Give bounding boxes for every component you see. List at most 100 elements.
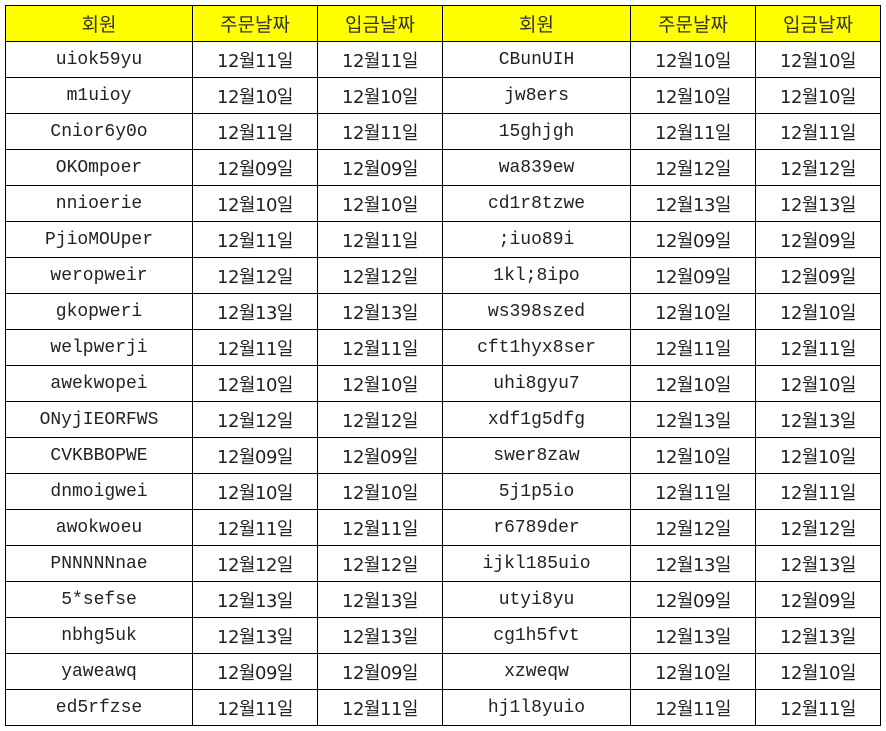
cell-order-date[interactable]: 12월10일 bbox=[630, 41, 756, 78]
cell-deposit-date[interactable]: 12월13일 bbox=[317, 581, 443, 618]
cell-order-date[interactable]: 12월11일 bbox=[192, 329, 318, 366]
cell-order-date[interactable]: 12월09일 bbox=[192, 653, 318, 690]
cell-member[interactable]: ed5rfzse bbox=[5, 689, 193, 726]
cell-member[interactable]: r6789der bbox=[442, 509, 631, 546]
cell-member[interactable]: PjioMOUper bbox=[5, 221, 193, 258]
cell-order-date[interactable]: 12월09일 bbox=[192, 149, 318, 186]
cell-deposit-date[interactable]: 12월09일 bbox=[317, 653, 443, 690]
cell-order-date[interactable]: 12월13일 bbox=[192, 617, 318, 654]
cell-order-date[interactable]: 12월09일 bbox=[630, 221, 756, 258]
cell-deposit-date[interactable]: 12월10일 bbox=[317, 185, 443, 222]
cell-order-date[interactable]: 12월11일 bbox=[192, 689, 318, 726]
cell-member[interactable]: swer8zaw bbox=[442, 437, 631, 474]
cell-order-date[interactable]: 12월10일 bbox=[192, 77, 318, 114]
cell-member[interactable]: gkopweri bbox=[5, 293, 193, 330]
header-deposit-date[interactable]: 입금날짜 bbox=[317, 5, 443, 42]
cell-member[interactable]: uhi8gyu7 bbox=[442, 365, 631, 402]
cell-deposit-date[interactable]: 12월13일 bbox=[755, 617, 881, 654]
cell-order-date[interactable]: 12월12일 bbox=[192, 401, 318, 438]
cell-deposit-date[interactable]: 12월10일 bbox=[755, 653, 881, 690]
cell-deposit-date[interactable]: 12월13일 bbox=[755, 185, 881, 222]
cell-order-date[interactable]: 12월11일 bbox=[630, 329, 756, 366]
cell-order-date[interactable]: 12월11일 bbox=[192, 113, 318, 150]
cell-deposit-date[interactable]: 12월11일 bbox=[317, 689, 443, 726]
cell-order-date[interactable]: 12월10일 bbox=[192, 365, 318, 402]
cell-deposit-date[interactable]: 12월12일 bbox=[317, 257, 443, 294]
cell-order-date[interactable]: 12월11일 bbox=[630, 689, 756, 726]
cell-deposit-date[interactable]: 12월11일 bbox=[755, 113, 881, 150]
cell-member[interactable]: OKOmpoer bbox=[5, 149, 193, 186]
cell-order-date[interactable]: 12월13일 bbox=[192, 293, 318, 330]
cell-member[interactable]: welpwerji bbox=[5, 329, 193, 366]
header-deposit-date-2[interactable]: 입금날짜 bbox=[755, 5, 881, 42]
cell-member[interactable]: xdf1g5dfg bbox=[442, 401, 631, 438]
cell-member[interactable]: dnmoigwei bbox=[5, 473, 193, 510]
cell-member[interactable]: Cnior6y0o bbox=[5, 113, 193, 150]
cell-member[interactable]: weropweir bbox=[5, 257, 193, 294]
cell-deposit-date[interactable]: 12월10일 bbox=[755, 437, 881, 474]
cell-deposit-date[interactable]: 12월10일 bbox=[755, 293, 881, 330]
cell-order-date[interactable]: 12월13일 bbox=[630, 617, 756, 654]
cell-member[interactable]: m1uioy bbox=[5, 77, 193, 114]
cell-order-date[interactable]: 12월10일 bbox=[192, 473, 318, 510]
cell-order-date[interactable]: 12월11일 bbox=[192, 509, 318, 546]
cell-member[interactable]: 5*sefse bbox=[5, 581, 193, 618]
cell-member[interactable]: ONyjIEORFWS bbox=[5, 401, 193, 438]
cell-order-date[interactable]: 12월11일 bbox=[192, 221, 318, 258]
cell-member[interactable]: uiok59yu bbox=[5, 41, 193, 78]
cell-deposit-date[interactable]: 12월11일 bbox=[755, 473, 881, 510]
header-order-date[interactable]: 주문날짜 bbox=[192, 5, 318, 42]
cell-deposit-date[interactable]: 12월11일 bbox=[755, 689, 881, 726]
cell-member[interactable]: yaweawq bbox=[5, 653, 193, 690]
cell-deposit-date[interactable]: 12월10일 bbox=[755, 41, 881, 78]
cell-member[interactable]: cd1r8tzwe bbox=[442, 185, 631, 222]
cell-deposit-date[interactable]: 12월12일 bbox=[755, 509, 881, 546]
cell-order-date[interactable]: 12월10일 bbox=[630, 293, 756, 330]
cell-deposit-date[interactable]: 12월13일 bbox=[317, 293, 443, 330]
cell-member[interactable]: cft1hyx8ser bbox=[442, 329, 631, 366]
cell-member[interactable]: utyi8yu bbox=[442, 581, 631, 618]
cell-member[interactable]: nbhg5uk bbox=[5, 617, 193, 654]
cell-order-date[interactable]: 12월12일 bbox=[630, 509, 756, 546]
cell-deposit-date[interactable]: 12월13일 bbox=[755, 545, 881, 582]
cell-deposit-date[interactable]: 12월10일 bbox=[317, 473, 443, 510]
cell-order-date[interactable]: 12월11일 bbox=[630, 113, 756, 150]
cell-order-date[interactable]: 12월10일 bbox=[630, 437, 756, 474]
header-member[interactable]: 회원 bbox=[5, 5, 193, 42]
header-member-2[interactable]: 회원 bbox=[442, 5, 631, 42]
cell-member[interactable]: awokwoeu bbox=[5, 509, 193, 546]
cell-order-date[interactable]: 12월12일 bbox=[192, 257, 318, 294]
cell-deposit-date[interactable]: 12월13일 bbox=[317, 617, 443, 654]
cell-member[interactable]: 15ghjgh bbox=[442, 113, 631, 150]
cell-member[interactable]: wa839ew bbox=[442, 149, 631, 186]
cell-order-date[interactable]: 12월10일 bbox=[192, 185, 318, 222]
cell-member[interactable]: xzweqw bbox=[442, 653, 631, 690]
cell-order-date[interactable]: 12월10일 bbox=[630, 77, 756, 114]
cell-order-date[interactable]: 12월13일 bbox=[630, 185, 756, 222]
cell-order-date[interactable]: 12월13일 bbox=[192, 581, 318, 618]
cell-order-date[interactable]: 12월09일 bbox=[630, 581, 756, 618]
cell-member[interactable]: jw8ers bbox=[442, 77, 631, 114]
cell-order-date[interactable]: 12월09일 bbox=[192, 437, 318, 474]
cell-member[interactable]: awekwopei bbox=[5, 365, 193, 402]
cell-order-date[interactable]: 12월12일 bbox=[630, 149, 756, 186]
cell-deposit-date[interactable]: 12월11일 bbox=[317, 221, 443, 258]
cell-deposit-date[interactable]: 12월11일 bbox=[755, 329, 881, 366]
cell-deposit-date[interactable]: 12월10일 bbox=[755, 365, 881, 402]
cell-deposit-date[interactable]: 12월12일 bbox=[317, 545, 443, 582]
cell-member[interactable]: 5j1p5io bbox=[442, 473, 631, 510]
cell-deposit-date[interactable]: 12월12일 bbox=[317, 401, 443, 438]
cell-order-date[interactable]: 12월11일 bbox=[192, 41, 318, 78]
cell-member[interactable]: cg1h5fvt bbox=[442, 617, 631, 654]
cell-order-date[interactable]: 12월13일 bbox=[630, 401, 756, 438]
cell-member[interactable]: CBunUIH bbox=[442, 41, 631, 78]
cell-member[interactable]: PNNNNNnae bbox=[5, 545, 193, 582]
cell-order-date[interactable]: 12월10일 bbox=[630, 653, 756, 690]
cell-deposit-date[interactable]: 12월10일 bbox=[755, 77, 881, 114]
cell-deposit-date[interactable]: 12월09일 bbox=[755, 221, 881, 258]
cell-order-date[interactable]: 12월10일 bbox=[630, 365, 756, 402]
cell-member[interactable]: nnioerie bbox=[5, 185, 193, 222]
cell-deposit-date[interactable]: 12월11일 bbox=[317, 329, 443, 366]
cell-deposit-date[interactable]: 12월13일 bbox=[755, 401, 881, 438]
cell-deposit-date[interactable]: 12월11일 bbox=[317, 509, 443, 546]
